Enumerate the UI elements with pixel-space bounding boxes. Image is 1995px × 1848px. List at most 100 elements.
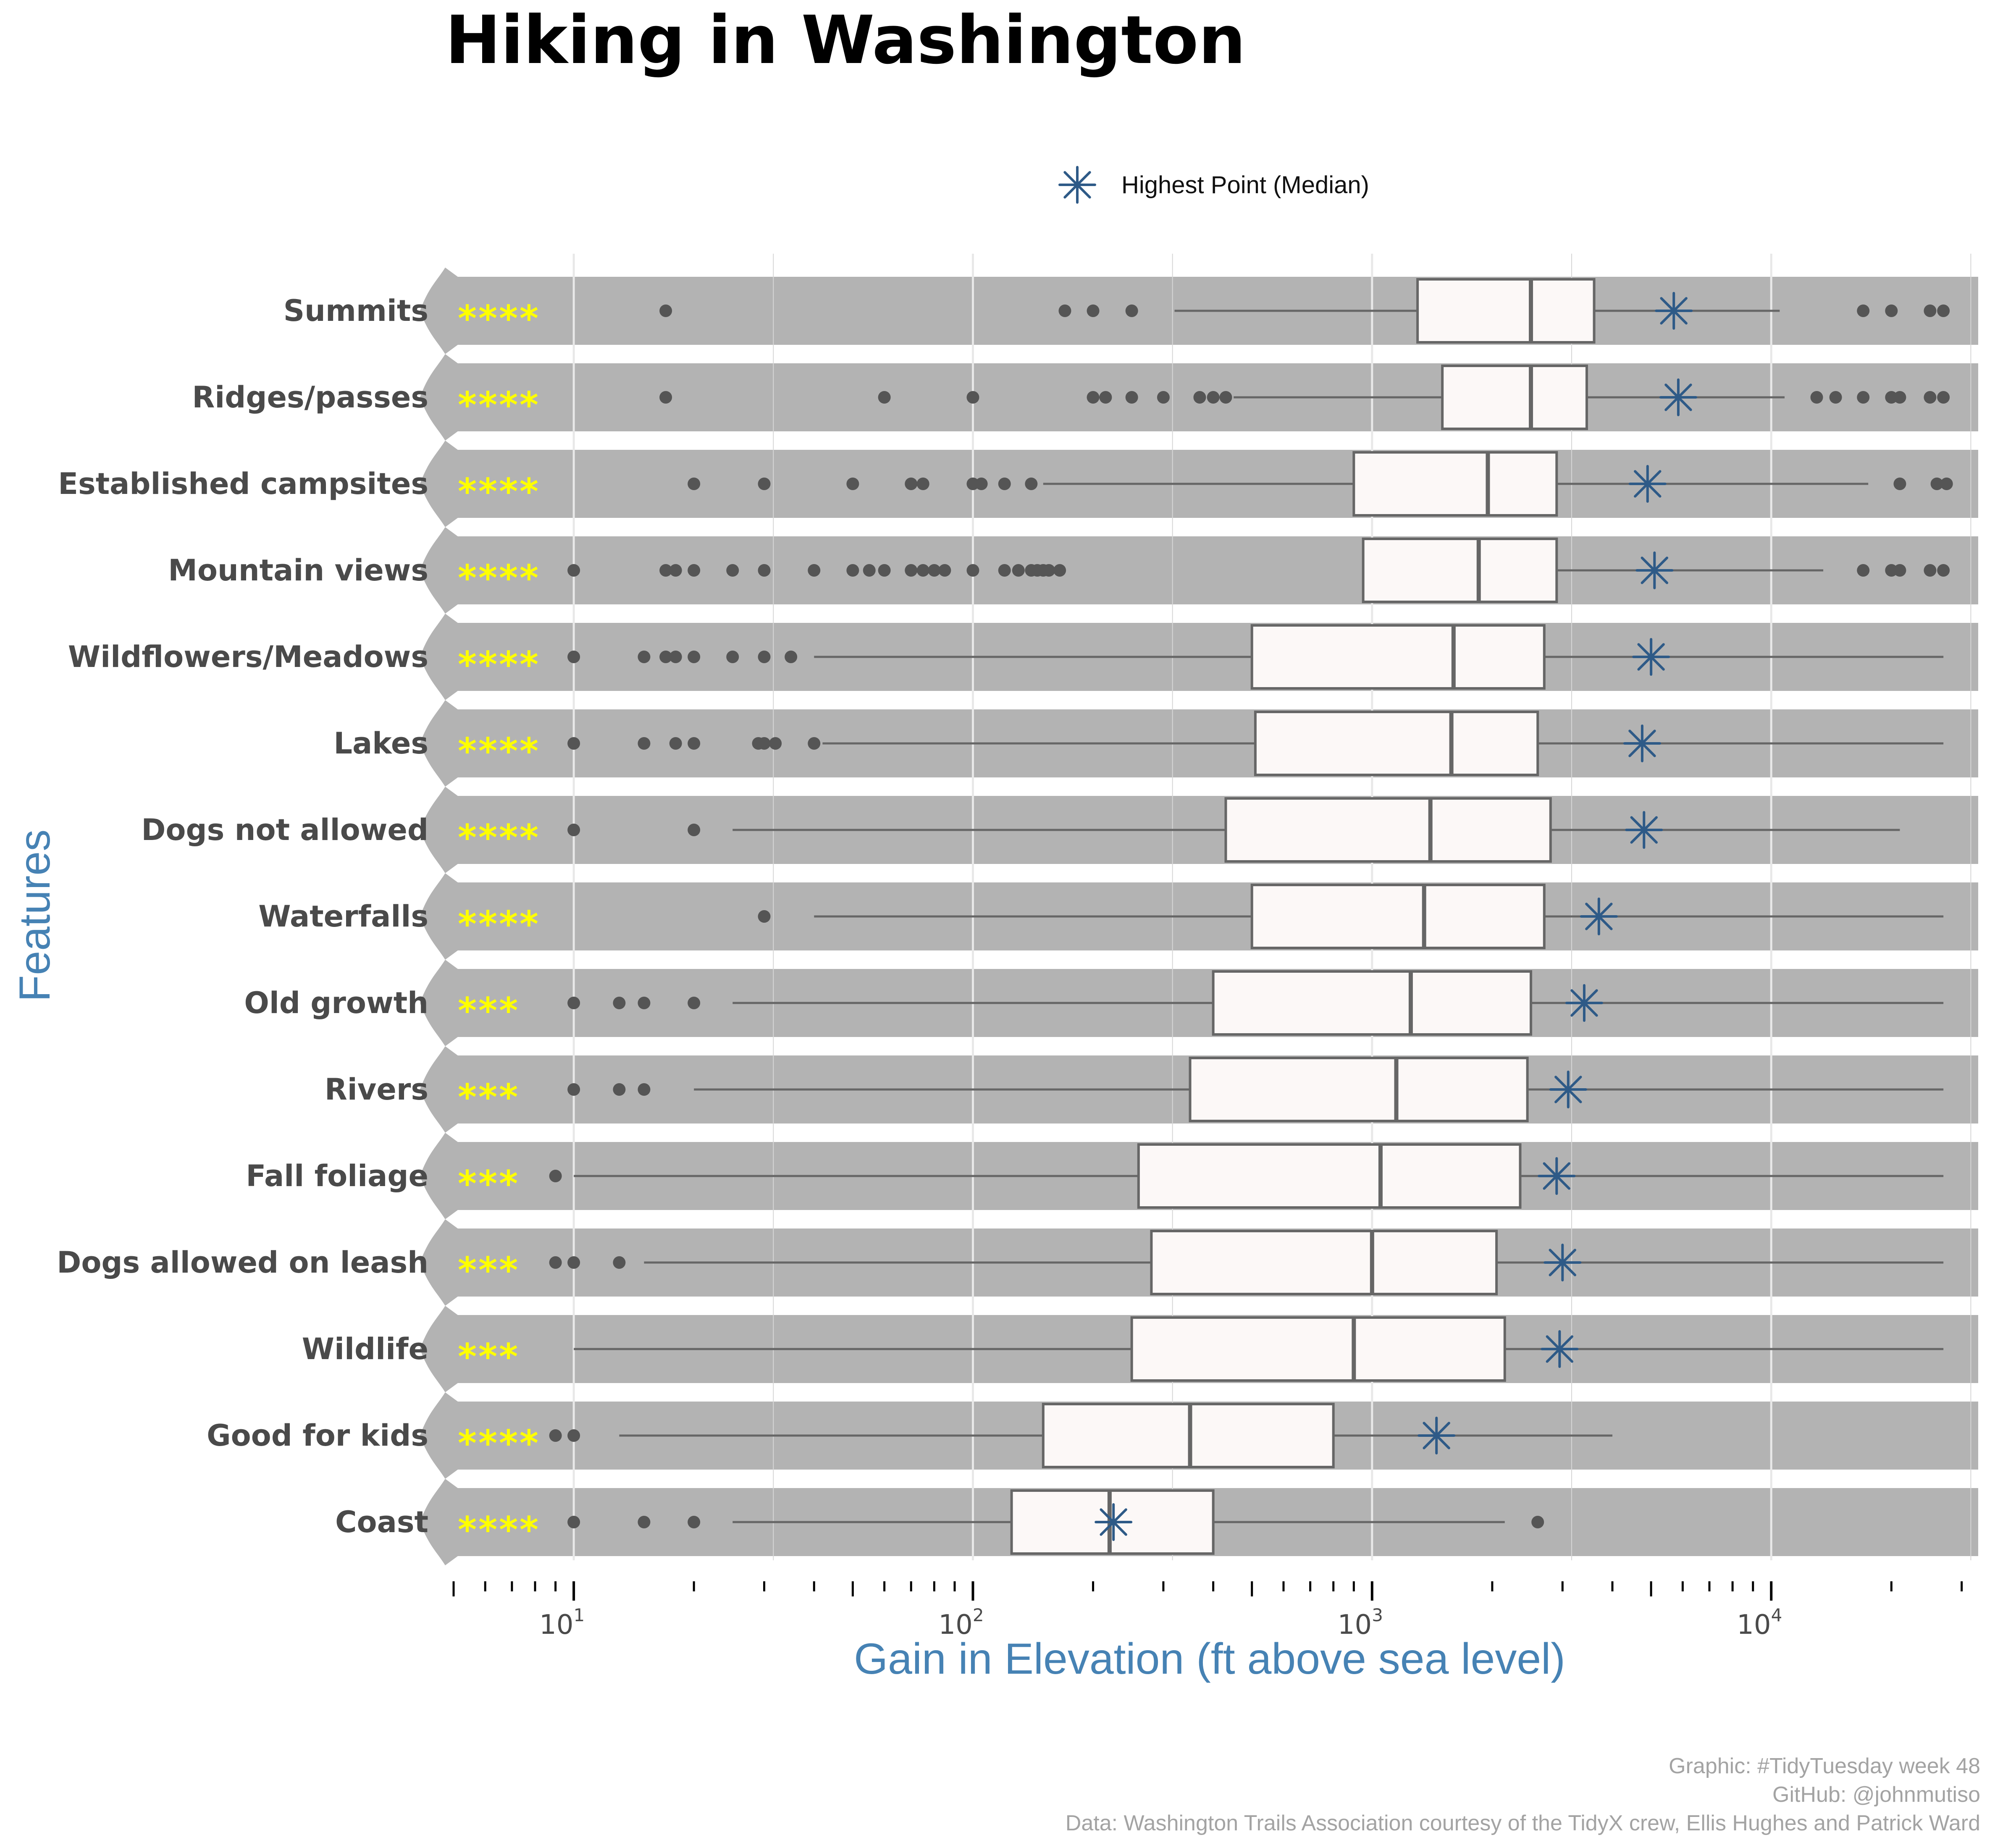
star-rating: *** (458, 1250, 520, 1292)
asterisk-stroke (1660, 297, 1688, 325)
outlier-point (808, 737, 821, 750)
outlier-point (758, 737, 771, 750)
box-group (659, 365, 1950, 430)
outlier-point (659, 304, 672, 317)
outlier-point (1053, 564, 1066, 577)
category-label: Lakes (333, 726, 428, 761)
highest-point-marker (1628, 465, 1667, 503)
highest-point-marker (1541, 1330, 1579, 1368)
outlier-point (928, 564, 941, 577)
iqr-box (1189, 1057, 1529, 1122)
category-label: Waterfalls (258, 899, 428, 934)
outlier-point (808, 564, 821, 577)
x-tick-label: 102 (938, 1605, 984, 1641)
star-rating: *** (458, 1163, 520, 1205)
outlier-point (1125, 304, 1138, 317)
outlier-point (669, 564, 682, 577)
iqr-box (1416, 278, 1596, 344)
asterisk-stroke (1543, 1162, 1570, 1190)
outlier-point (758, 478, 771, 490)
outlier-point (758, 910, 771, 923)
outlier-point (769, 737, 782, 750)
asterisk-stroke (1585, 903, 1613, 930)
iqr-box (1137, 1143, 1522, 1209)
outlier-point (638, 737, 651, 750)
iqr-box (1352, 451, 1558, 517)
asterisk-stroke (1100, 1508, 1127, 1536)
outlier-point (688, 824, 701, 836)
box-group (549, 1403, 1613, 1468)
star-rating: **** (458, 1509, 540, 1551)
highest-point-marker (1538, 1157, 1576, 1195)
outlier-point (1893, 478, 1906, 490)
outlier-point (878, 564, 891, 577)
asterisk-stroke (1423, 1422, 1450, 1449)
asterisk-stroke (1570, 989, 1598, 1017)
category-labels: Summits **** Ridges/passes **** Established … (57, 294, 540, 1551)
outlier-point (613, 1083, 626, 1096)
outlier-point (1810, 391, 1823, 404)
outlier-point (567, 997, 580, 1009)
outlier-point (567, 564, 580, 577)
outlier-point (549, 1429, 562, 1442)
outlier-point (916, 564, 929, 577)
outlier-point (726, 651, 739, 663)
category-label: Fall foliage (246, 1159, 428, 1193)
x-tick-label: 101 (539, 1605, 585, 1641)
asterisk-stroke (1628, 730, 1656, 757)
box-group (688, 451, 1953, 517)
outlier-point (966, 564, 979, 577)
star-rating: *** (458, 1336, 520, 1378)
outlier-point (567, 1429, 580, 1442)
box-group (567, 1057, 1944, 1122)
outlier-point (688, 1516, 701, 1528)
asterisk-stroke (1546, 1335, 1574, 1363)
box-group (758, 884, 1944, 949)
legend-label: Highest Point (Median) (1121, 171, 1369, 199)
y-axis-title: Features (10, 830, 59, 1002)
outlier-point (659, 564, 672, 577)
highest-point-marker (1549, 1071, 1587, 1108)
star-rating: **** (458, 730, 540, 772)
outlier-point (567, 824, 580, 836)
outlier-point (975, 478, 988, 490)
outlier-point (998, 478, 1011, 490)
highest-point-marker (1659, 378, 1697, 416)
iqr-box (1130, 1316, 1506, 1382)
iqr-box (1362, 538, 1558, 603)
row-band (420, 527, 1978, 614)
outlier-point (1885, 304, 1898, 317)
category-label: Ridges/passes (192, 380, 428, 415)
outlier-point (549, 1170, 562, 1182)
outlier-point (1042, 564, 1055, 577)
chart-title: Hiking in Washington (445, 2, 1246, 79)
star-rating: **** (458, 471, 540, 513)
box-group (567, 624, 1944, 690)
highest-point-marker (1418, 1417, 1456, 1454)
caption-line-2: GitHub: @johnmutiso (1772, 1782, 1980, 1807)
outlier-point (567, 1516, 580, 1528)
legend-asterisk-icon (1058, 166, 1096, 204)
outlier-point (1125, 391, 1138, 404)
box-group (567, 711, 1944, 776)
highest-point-marker (1625, 811, 1663, 849)
box-group (549, 1143, 1944, 1209)
asterisk-stroke (1641, 556, 1668, 584)
asterisk-stroke (1554, 1076, 1582, 1103)
outlier-point (905, 478, 918, 490)
box-group (659, 278, 1950, 344)
outlier-point (1924, 391, 1937, 404)
outlier-point (846, 564, 859, 577)
category-label: Old growth (244, 986, 428, 1020)
outlier-point (863, 564, 876, 577)
asterisk-stroke (1549, 1249, 1576, 1276)
category-label: Established campsites (58, 467, 428, 501)
outlier-point (1087, 304, 1100, 317)
category-label: Coast (335, 1505, 428, 1539)
asterisk-stroke (1637, 643, 1665, 671)
outlier-point (1893, 391, 1906, 404)
legend-asterisk-icon (1058, 166, 1096, 204)
star-rating: **** (458, 817, 540, 859)
outlier-point (659, 651, 672, 663)
